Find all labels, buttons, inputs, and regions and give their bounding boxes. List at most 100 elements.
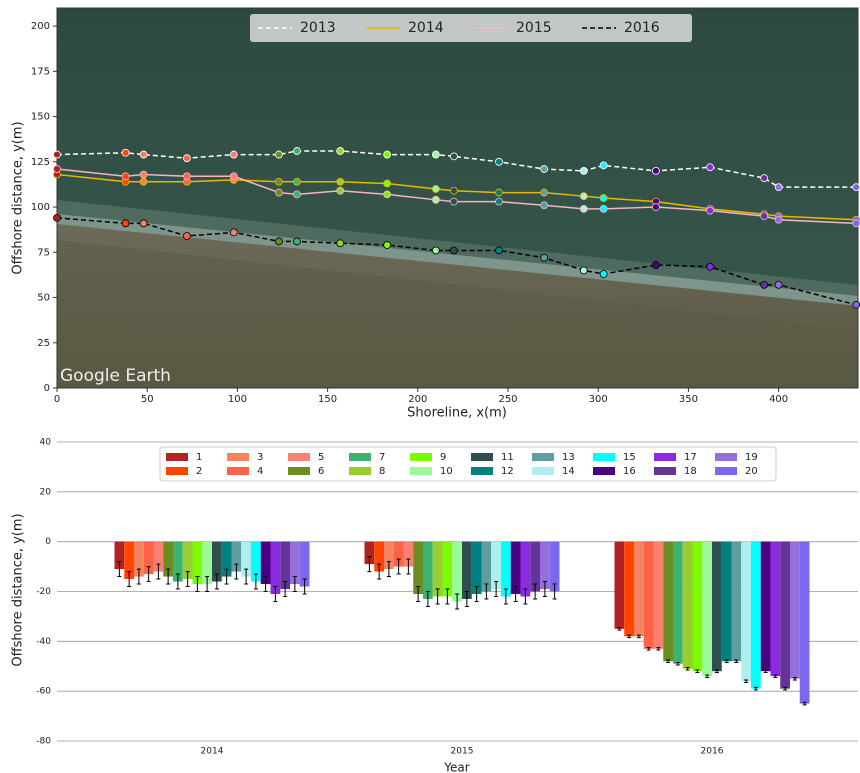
point xyxy=(54,151,61,158)
legend-swatch xyxy=(227,467,249,475)
point xyxy=(580,267,587,274)
legend-label: 9 xyxy=(440,452,446,463)
legend-label: 2016 xyxy=(624,20,660,36)
legend-swatch xyxy=(654,453,676,461)
legend-label: 15 xyxy=(623,452,636,463)
bar xyxy=(693,542,703,672)
point xyxy=(450,198,457,205)
point xyxy=(580,193,587,200)
point xyxy=(775,184,782,191)
y-axis-label: Offshore distance, y(m) xyxy=(11,513,26,666)
legend-label: 10 xyxy=(440,466,453,477)
bar xyxy=(673,542,683,664)
bar xyxy=(634,542,644,637)
point xyxy=(140,171,147,178)
point xyxy=(230,151,237,158)
point xyxy=(384,242,391,249)
point xyxy=(230,229,237,236)
legend-label: 8 xyxy=(379,466,385,477)
bar xyxy=(732,542,742,662)
legend-label: 2014 xyxy=(408,20,444,36)
point xyxy=(293,191,300,198)
point xyxy=(853,220,860,227)
point xyxy=(122,149,129,156)
point xyxy=(140,220,147,227)
bar xyxy=(702,542,712,677)
point xyxy=(275,151,282,158)
point xyxy=(432,196,439,203)
figure: Google Earth Shoreline, x(m) Offshore di… xyxy=(0,0,860,773)
point xyxy=(541,189,548,196)
point xyxy=(600,162,607,169)
point xyxy=(600,205,607,212)
legend-swatch xyxy=(349,453,371,461)
point xyxy=(275,238,282,245)
point xyxy=(450,153,457,160)
bar xyxy=(761,542,771,672)
y-tick-label: 50 xyxy=(37,293,50,304)
point xyxy=(275,178,282,185)
legend-swatch xyxy=(593,467,615,475)
point xyxy=(432,185,439,192)
bar xyxy=(501,542,511,597)
legend-label: 19 xyxy=(745,452,758,463)
point xyxy=(450,247,457,254)
bar xyxy=(712,542,722,672)
legend-swatch xyxy=(715,467,737,475)
bar xyxy=(741,542,751,682)
bar xyxy=(433,542,443,597)
x-tick-label: 50 xyxy=(141,394,154,405)
legend-swatch xyxy=(349,467,371,475)
legend-label: 13 xyxy=(562,452,575,463)
y-tick-label: -60 xyxy=(36,687,51,697)
legend-label: 3 xyxy=(257,452,263,463)
point xyxy=(600,195,607,202)
x-tick-label: 2014 xyxy=(201,747,224,757)
x-axis-label: Year xyxy=(443,761,469,773)
point xyxy=(707,207,714,214)
bar xyxy=(771,542,781,677)
legend-label: 7 xyxy=(379,452,385,463)
legend-swatch xyxy=(288,453,310,461)
bar xyxy=(644,542,654,649)
legend-label: 2013 xyxy=(300,20,336,36)
x-axis-label: Shoreline, x(m) xyxy=(407,406,507,421)
point xyxy=(495,189,502,196)
x-tick-label: 250 xyxy=(498,394,517,405)
legend-label: 16 xyxy=(623,466,636,477)
point xyxy=(384,180,391,187)
legend-swatch xyxy=(532,453,554,461)
point xyxy=(652,261,659,268)
legend-label: 1 xyxy=(196,452,202,463)
page: {"chart_data": [ {"type": "line", "x_lab… xyxy=(0,0,860,773)
y-tick-label: 20 xyxy=(40,487,52,497)
legend-label: 12 xyxy=(501,466,514,477)
point xyxy=(183,233,190,240)
y-tick-label: 40 xyxy=(40,438,52,448)
point xyxy=(230,173,237,180)
point xyxy=(54,166,61,173)
y-tick-label: -20 xyxy=(36,587,51,597)
legend-swatch xyxy=(410,453,432,461)
legend-swatch xyxy=(166,453,188,461)
bar xyxy=(521,542,531,597)
point xyxy=(432,151,439,158)
point xyxy=(652,204,659,211)
y-tick-label: -40 xyxy=(36,637,51,647)
point xyxy=(293,178,300,185)
legend-label: 11 xyxy=(501,452,514,463)
y-tick-label: 0 xyxy=(44,383,50,394)
point xyxy=(183,173,190,180)
point xyxy=(652,167,659,174)
point xyxy=(275,189,282,196)
point xyxy=(293,238,300,245)
point xyxy=(122,173,129,180)
x-tick-label: 350 xyxy=(679,394,698,405)
legend-swatch xyxy=(532,467,554,475)
y-axis-label: Offshore distance, y(m) xyxy=(11,121,26,274)
point xyxy=(707,164,714,171)
legend-swatch xyxy=(654,467,676,475)
bar xyxy=(443,542,453,597)
legend-label: 2015 xyxy=(516,20,552,36)
x-tick-label: 2015 xyxy=(451,747,474,757)
